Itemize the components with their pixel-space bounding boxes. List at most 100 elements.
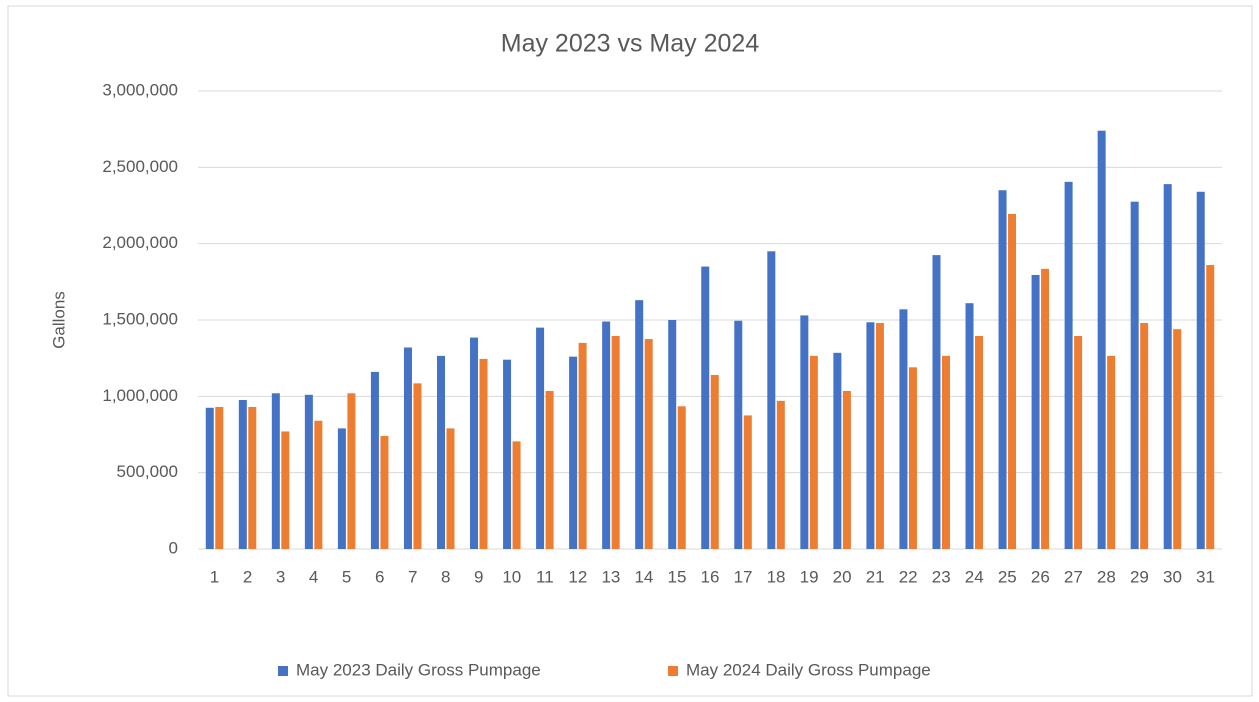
bar bbox=[569, 356, 578, 549]
bar bbox=[413, 383, 422, 549]
x-tick-label: 13 bbox=[601, 567, 620, 586]
bar bbox=[578, 342, 587, 549]
y-tick-label: 1,000,000 bbox=[102, 386, 178, 405]
bar bbox=[314, 420, 323, 549]
bar bbox=[710, 374, 719, 549]
x-tick-label: 12 bbox=[568, 567, 587, 586]
y-axis-label: Gallons bbox=[49, 291, 68, 349]
bar bbox=[1041, 268, 1050, 549]
bar bbox=[975, 336, 984, 549]
bar bbox=[743, 415, 752, 549]
bar bbox=[1173, 329, 1182, 549]
x-tick-label: 18 bbox=[767, 567, 786, 586]
bar bbox=[380, 436, 389, 549]
bar bbox=[403, 347, 412, 549]
bar bbox=[1140, 323, 1149, 549]
bar bbox=[767, 251, 776, 550]
bar bbox=[1206, 265, 1215, 549]
x-tick-label: 15 bbox=[668, 567, 687, 586]
x-tick-label: 1 bbox=[210, 567, 219, 586]
bar bbox=[370, 371, 379, 549]
x-tick-label: 20 bbox=[833, 567, 852, 586]
x-tick-label: 30 bbox=[1163, 567, 1182, 586]
bar bbox=[677, 406, 686, 549]
x-tick-label: 22 bbox=[899, 567, 918, 586]
legend-label: May 2024 Daily Gross Pumpage bbox=[686, 660, 931, 679]
x-tick-label: 16 bbox=[701, 567, 720, 586]
bar bbox=[908, 367, 917, 549]
x-tick-label: 7 bbox=[408, 567, 417, 586]
x-tick-label: 28 bbox=[1097, 567, 1116, 586]
bar bbox=[281, 431, 290, 549]
bar bbox=[512, 441, 521, 549]
x-tick-label: 6 bbox=[375, 567, 384, 586]
bar bbox=[998, 190, 1007, 549]
y-tick-label: 500,000 bbox=[117, 462, 178, 481]
bar bbox=[800, 315, 809, 549]
bar bbox=[470, 337, 479, 549]
y-tick-label: 2,000,000 bbox=[102, 233, 178, 252]
bar bbox=[1097, 130, 1106, 549]
bar bbox=[1074, 336, 1083, 549]
bar bbox=[668, 320, 677, 549]
bar bbox=[347, 393, 356, 549]
bar bbox=[1031, 274, 1040, 549]
x-tick-label: 19 bbox=[800, 567, 819, 586]
bar bbox=[833, 352, 842, 549]
x-tick-label: 23 bbox=[932, 567, 951, 586]
bar bbox=[875, 323, 884, 549]
x-tick-label: 3 bbox=[276, 567, 285, 586]
bar bbox=[965, 303, 974, 549]
bar bbox=[809, 355, 818, 549]
x-tick-label: 2 bbox=[243, 567, 252, 586]
bar bbox=[635, 300, 644, 549]
y-tick-label: 2,500,000 bbox=[102, 157, 178, 176]
bar bbox=[866, 322, 875, 549]
y-tick-label: 3,000,000 bbox=[102, 80, 178, 99]
bar bbox=[842, 390, 851, 549]
bar bbox=[644, 339, 653, 549]
x-tick-label: 27 bbox=[1064, 567, 1083, 586]
x-tick-label: 29 bbox=[1130, 567, 1149, 586]
bar bbox=[1130, 201, 1139, 549]
bar bbox=[271, 393, 280, 549]
bar bbox=[932, 255, 941, 549]
bar bbox=[248, 407, 257, 549]
y-tick-label: 0 bbox=[169, 538, 178, 557]
bar bbox=[776, 400, 785, 549]
bar bbox=[337, 428, 346, 549]
chart-title: May 2023 vs May 2024 bbox=[501, 30, 760, 58]
legend-label: May 2023 Daily Gross Pumpage bbox=[296, 660, 541, 679]
bar bbox=[304, 394, 313, 549]
x-tick-label: 8 bbox=[441, 567, 450, 586]
bar bbox=[1064, 181, 1073, 549]
bar bbox=[215, 407, 224, 549]
x-tick-label: 17 bbox=[734, 567, 753, 586]
x-tick-label: 5 bbox=[342, 567, 351, 586]
bar bbox=[734, 320, 743, 549]
bar bbox=[536, 327, 545, 549]
bar bbox=[1107, 355, 1116, 549]
bar bbox=[238, 399, 247, 549]
x-tick-label: 31 bbox=[1196, 567, 1215, 586]
x-tick-label: 4 bbox=[309, 567, 318, 586]
x-tick-label: 21 bbox=[866, 567, 885, 586]
bar bbox=[899, 309, 908, 549]
x-tick-label: 10 bbox=[502, 567, 521, 586]
x-tick-label: 11 bbox=[536, 567, 554, 586]
bar bbox=[545, 390, 554, 549]
bar bbox=[436, 355, 445, 549]
legend-swatch bbox=[278, 666, 288, 676]
x-tick-label: 14 bbox=[634, 567, 653, 586]
bar bbox=[1008, 213, 1017, 549]
y-tick-label: 1,500,000 bbox=[102, 309, 178, 328]
x-tick-label: 9 bbox=[474, 567, 483, 586]
bar bbox=[611, 336, 620, 549]
x-tick-label: 24 bbox=[965, 567, 984, 586]
bar bbox=[1163, 184, 1172, 550]
legend-swatch bbox=[668, 666, 678, 676]
bar bbox=[503, 359, 512, 549]
bar bbox=[941, 355, 950, 549]
x-tick-label: 26 bbox=[1031, 567, 1050, 586]
